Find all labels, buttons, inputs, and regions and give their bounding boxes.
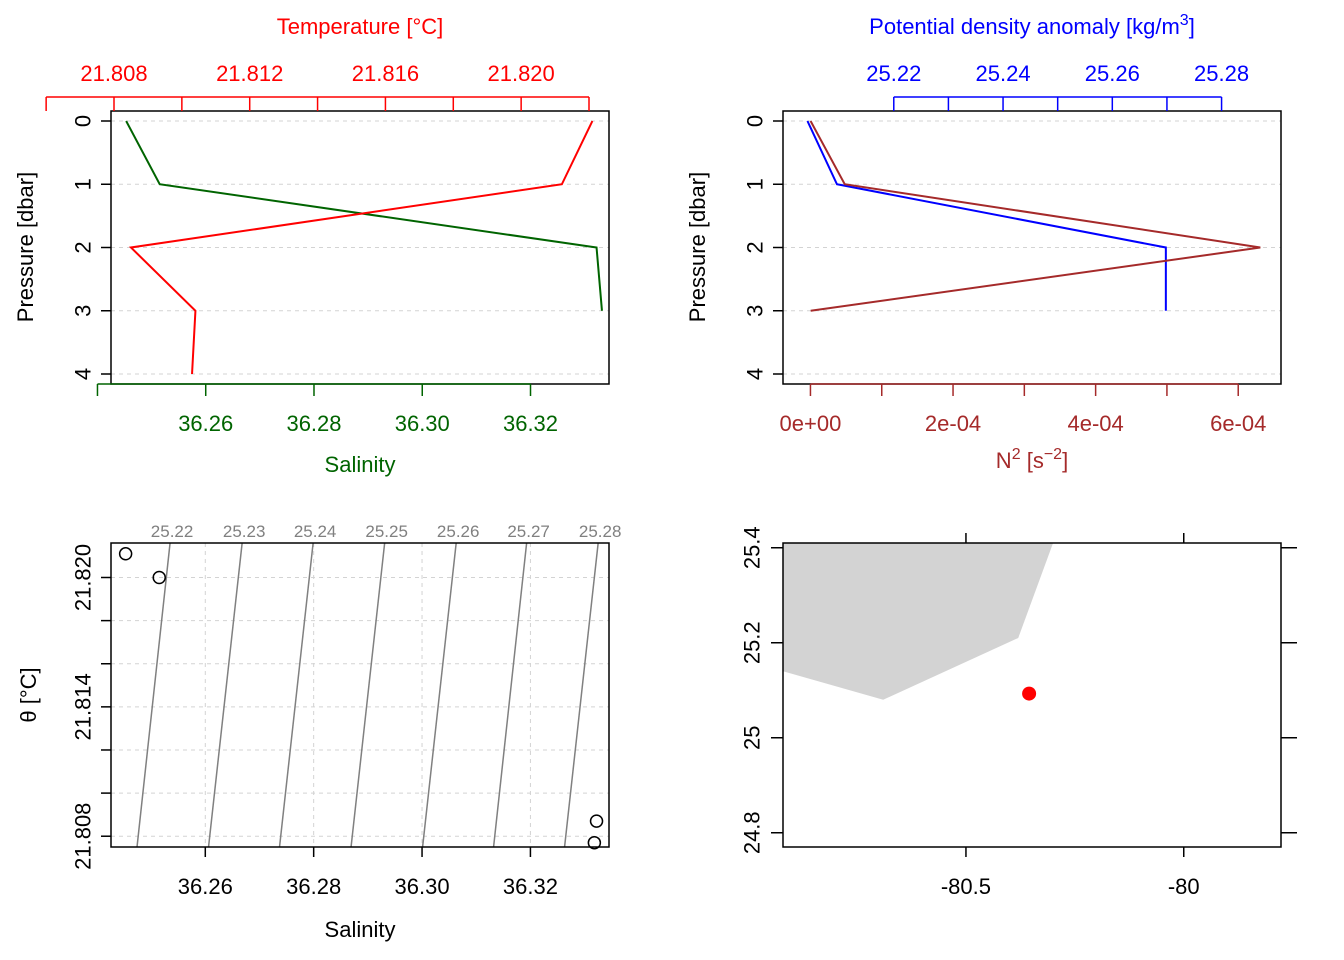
- ts-point: [587, 835, 602, 850]
- salinity-tick-label: 36.30: [395, 874, 450, 899]
- theta-tick-label: 21.808: [71, 803, 96, 870]
- temperature-axis-label: Temperature [°C]: [277, 14, 444, 39]
- latitude-tick-label: 25.4: [740, 526, 765, 569]
- ts-point: [152, 570, 166, 585]
- isopycnal-label: 25.26: [437, 522, 480, 541]
- salinity-tick-label: 36.30: [395, 411, 450, 436]
- n2-tick-label: 6e-04: [1210, 411, 1266, 436]
- salinity-tick-label: 36.32: [503, 411, 558, 436]
- theta-tick-label: 21.820: [71, 544, 96, 611]
- pressure-tick-label: 3: [71, 305, 96, 317]
- pressure-tick-label: 4: [71, 368, 96, 380]
- isopycnal-line: [492, 542, 528, 848]
- station-marker: [1022, 686, 1037, 701]
- temperature-tick-label: 21.812: [216, 61, 283, 86]
- salinity-axis-label: Salinity: [325, 452, 396, 477]
- pressure-tick-label: 1: [743, 178, 768, 190]
- n2-profile-line: [809, 120, 1261, 312]
- salinity-tick-label: 36.26: [178, 411, 233, 436]
- density-tick-label: 25.22: [866, 61, 921, 86]
- isopycnal-line: [350, 542, 386, 848]
- isopycnal-line: [207, 542, 243, 848]
- pressure-axis-label: Pressure [dbar]: [13, 172, 38, 322]
- n2-axis-label: N2 [s−2]: [996, 446, 1068, 473]
- temperature-tick-label: 21.820: [487, 61, 554, 86]
- pressure-tick-label: 1: [71, 178, 96, 190]
- salinity-axis-label: Salinity: [325, 917, 396, 942]
- pressure-tick-label: 0: [71, 115, 96, 127]
- salinity-tick-label: 36.26: [178, 874, 233, 899]
- isopycnal-line: [136, 542, 171, 848]
- ts-point: [118, 547, 133, 561]
- isopycnal-label: 25.22: [151, 522, 194, 541]
- theta-tick-label: 21.814: [71, 673, 96, 740]
- temperature-tick-label: 21.816: [352, 61, 419, 86]
- longitude-tick-label: -80: [1168, 874, 1200, 899]
- theta-axis-label: θ [°C]: [16, 667, 41, 722]
- land-polygon: [783, 543, 1054, 700]
- pressure-axis-label: Pressure [dbar]: [685, 172, 710, 322]
- salinity-tick-label: 36.28: [286, 874, 341, 899]
- temperature-tick-label: 21.808: [80, 61, 147, 86]
- salinity-tick-label: 36.32: [503, 874, 558, 899]
- map-frame: [782, 542, 1282, 848]
- isopycnal-line: [421, 542, 457, 848]
- latitude-tick-label: 25: [740, 726, 765, 750]
- density-profile-line: [806, 120, 1167, 311]
- n2-tick-label: 0e+00: [780, 411, 842, 436]
- density-tick-label: 25.28: [1194, 61, 1249, 86]
- latitude-tick-label: 24.8: [740, 811, 765, 854]
- ts-diagram-panel: 25.22 25.23 25.24 25.25 25.26 25.27 25.28 36.26…: [16, 522, 621, 942]
- longitude-tick-label: -80.5: [941, 874, 991, 899]
- pressure-tick-label: 2: [71, 241, 96, 253]
- ts-point: [589, 814, 604, 828]
- isopycnal-label: 25.28: [579, 522, 622, 541]
- pressure-tick-label: 3: [743, 305, 768, 317]
- isopycnal-line: [278, 542, 314, 848]
- isopycnal-label: 25.24: [294, 522, 337, 541]
- temperature-salinity-profile-panel: 0 1 2 3 4 Pressure [dbar] 21.808 21.812 21.816 21…: [13, 14, 610, 477]
- latitude-tick-label: 25.2: [740, 621, 765, 664]
- isopycnal-label: 25.27: [507, 522, 550, 541]
- n2-tick-label: 4e-04: [1067, 411, 1123, 436]
- station-map-panel: -80.5 -80 24.8 25 25.2 25.4: [740, 526, 1297, 899]
- pressure-tick-label: 2: [743, 241, 768, 253]
- density-axis-label: Potential density anomaly [kg/m3]: [869, 12, 1195, 39]
- density-n2-profile-panel: 0 1 2 3 4 Pressure [dbar] 25.22 25.24 25.26 25.28…: [685, 12, 1282, 473]
- density-tick-label: 25.26: [1085, 61, 1140, 86]
- isopycnal-label: 25.25: [365, 522, 408, 541]
- salinity-tick-label: 36.28: [286, 411, 341, 436]
- pressure-tick-label: 4: [743, 368, 768, 380]
- density-tick-label: 25.24: [976, 61, 1031, 86]
- temperature-profile-line: [128, 120, 594, 375]
- isopycnal-line: [563, 542, 599, 848]
- isopycnal-label: 25.23: [223, 522, 266, 541]
- n2-tick-label: 2e-04: [925, 411, 981, 436]
- plot-frame: [110, 542, 610, 848]
- salinity-profile-line: [125, 120, 603, 311]
- pressure-tick-label: 0: [743, 115, 768, 127]
